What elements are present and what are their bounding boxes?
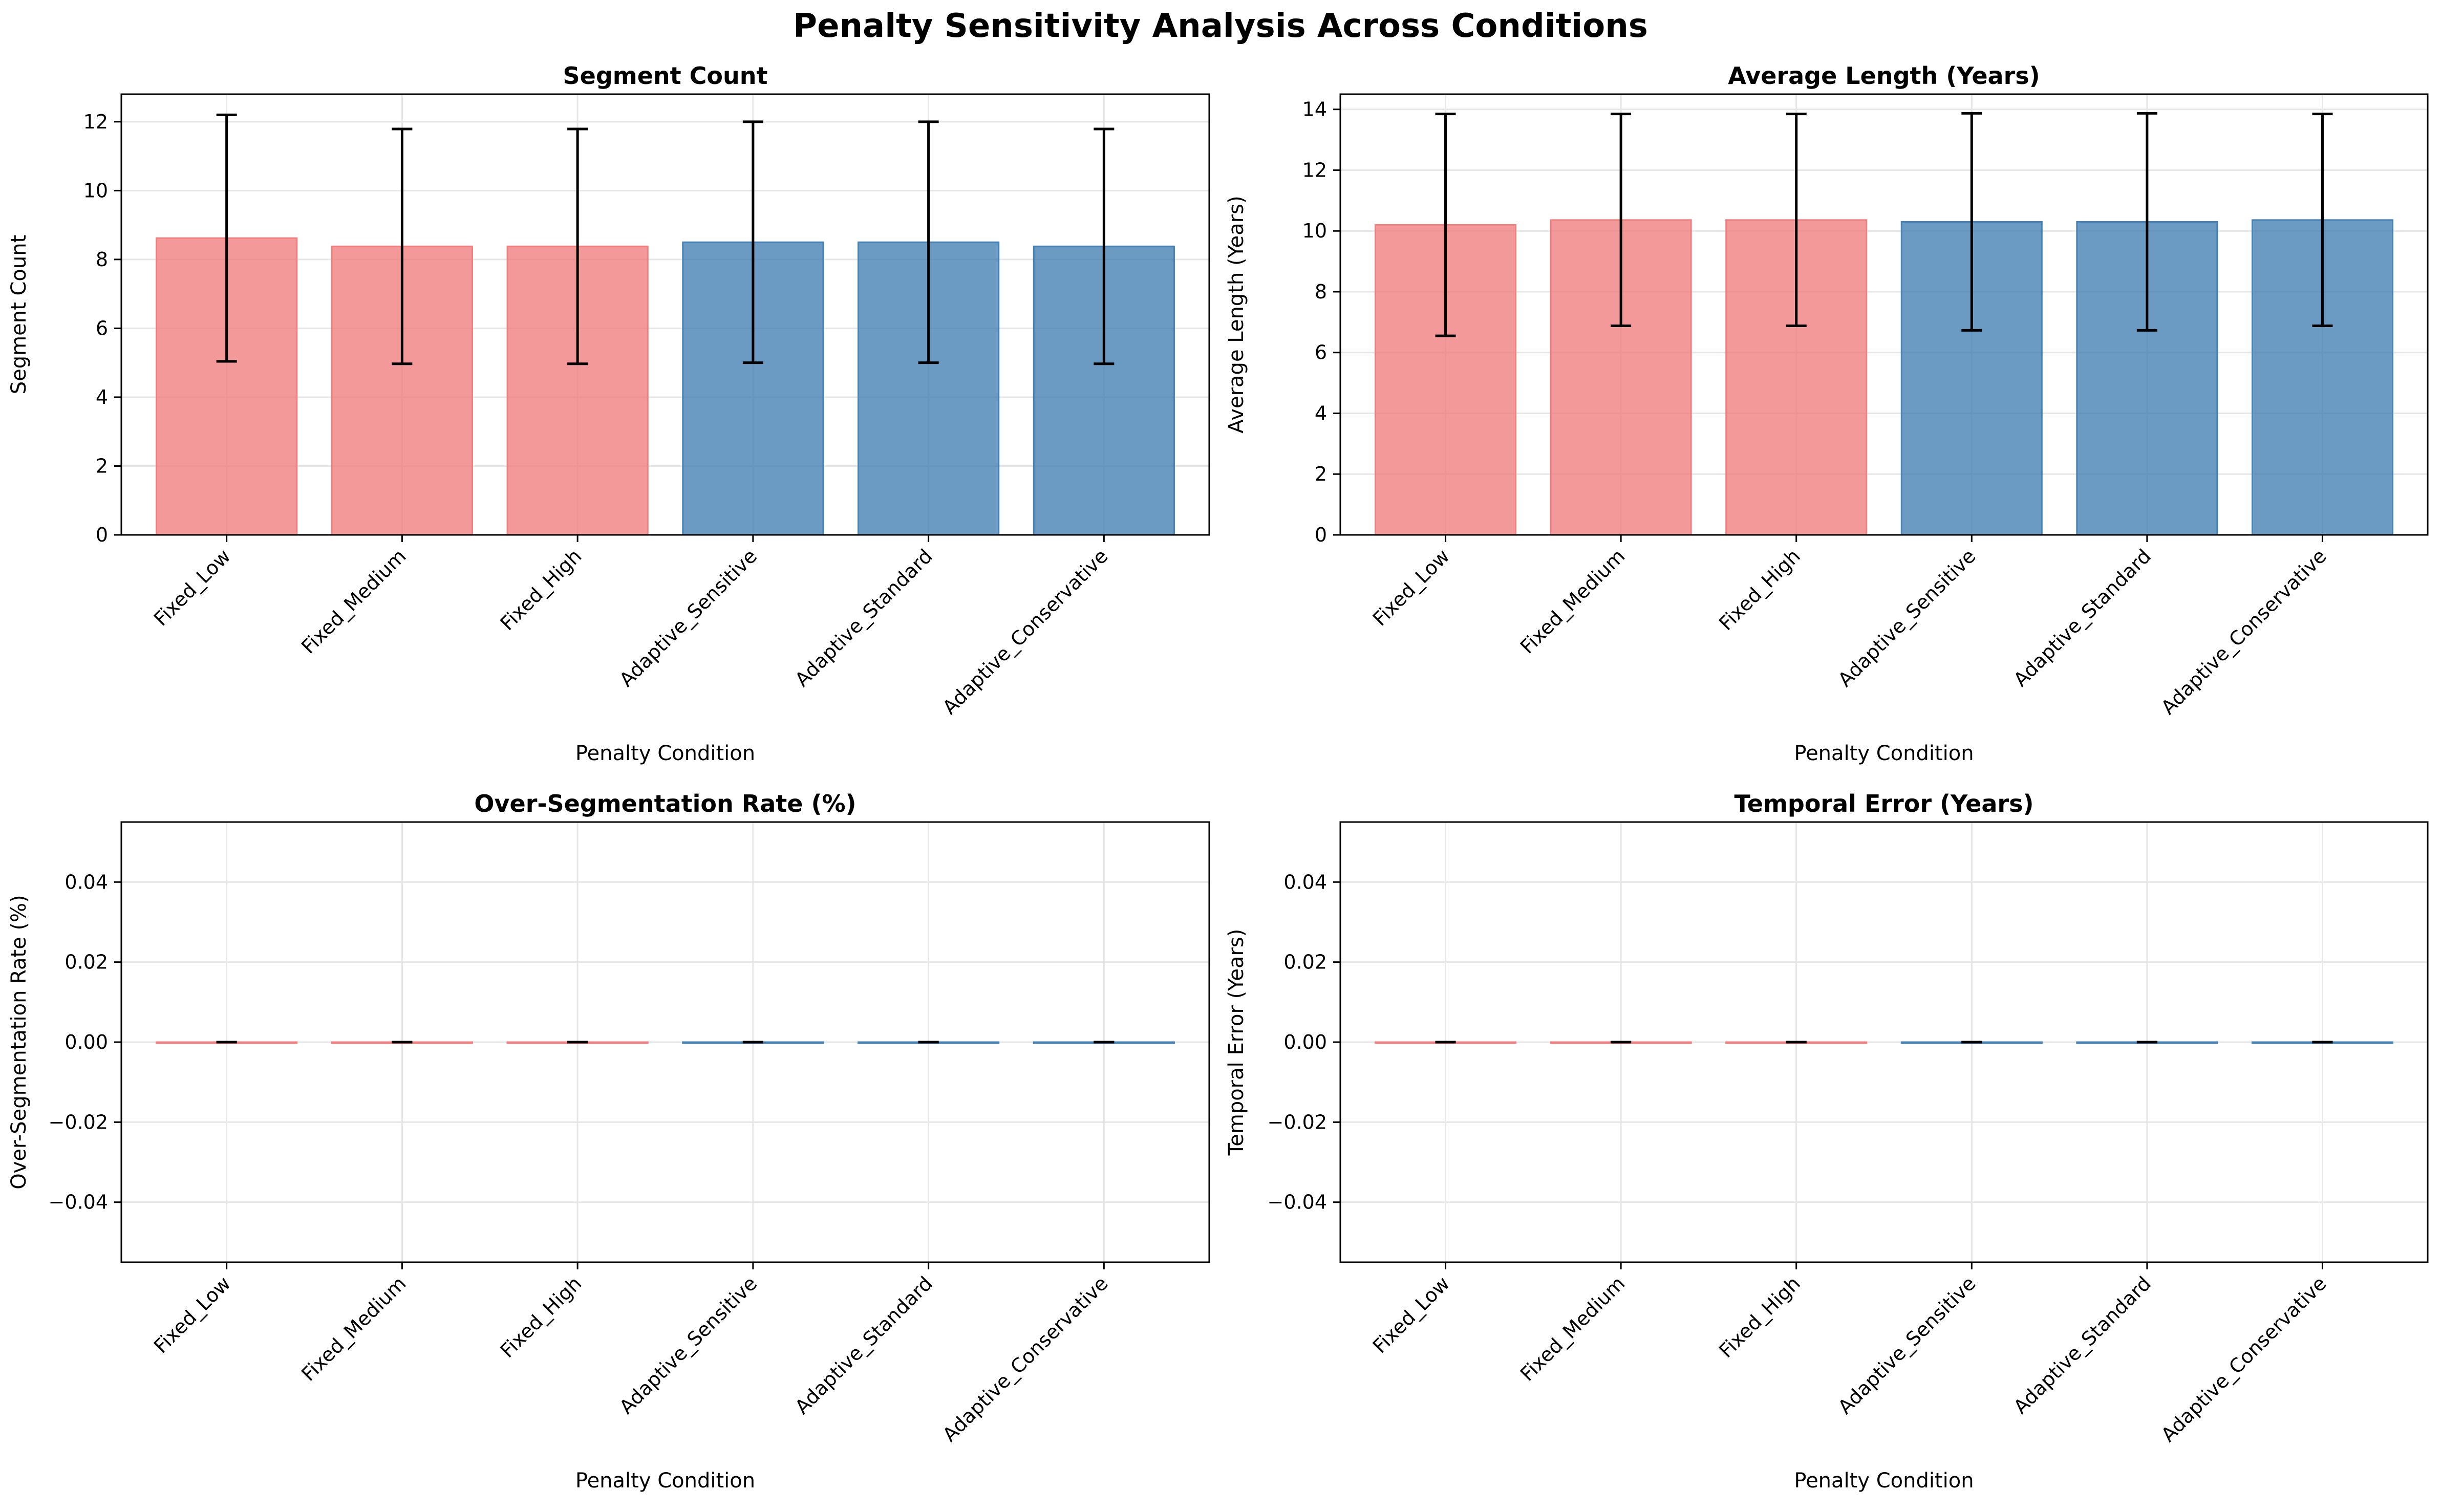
y-axis-label: Over-Segmentation Rate (%)	[7, 895, 31, 1190]
x-tick-label: Fixed_Medium	[1516, 1272, 1630, 1386]
y-axis-label: Temporal Error (Years)	[1225, 929, 1248, 1156]
x-tick-label: Fixed_High	[1715, 545, 1805, 635]
panel-title: Segment Count	[563, 62, 768, 90]
x-axis-label: Penalty Condition	[575, 742, 755, 765]
x-axis-label: Penalty Condition	[575, 1469, 755, 1493]
y-tick-label: 0	[1315, 524, 1327, 546]
y-tick-label: 8	[96, 248, 108, 271]
y-tick-label: 4	[96, 386, 108, 408]
y-tick-label: 10	[83, 179, 108, 202]
y-tick-label: −0.02	[1268, 1111, 1327, 1133]
y-tick-label: 0.00	[65, 1031, 108, 1053]
x-tick-label: Adaptive_Standard	[790, 1272, 937, 1418]
chart-panel: 0 2 4 6 8 10 12 Fixed_Low Fixed_Medium Fixed_High…	[7, 62, 1210, 765]
x-tick-label: Fixed_High	[1715, 1272, 1805, 1362]
x-tick-label: Fixed_High	[496, 1272, 586, 1362]
y-tick-label: 4	[1315, 402, 1327, 424]
x-axis-label: Penalty Condition	[1794, 1469, 1974, 1493]
y-tick-label: 0.04	[65, 871, 108, 893]
y-tick-label: 0.04	[1283, 871, 1327, 893]
chart-panel: 0 2 4 6 8 10 12 14 Fixed_Low Fixed_Medium Fixed_Hi…	[1225, 62, 2429, 765]
chart-panel: −0.04 −0.02 0.00 0.02 0.04 Fixed_Low Fixed_Med…	[7, 790, 1210, 1493]
y-tick-label: −0.04	[49, 1191, 108, 1214]
chart-panel: −0.04 −0.02 0.00 0.02 0.04 Fixed_Low Fixed_Med…	[1225, 790, 2429, 1493]
y-axis-label: Average Length (Years)	[1225, 196, 1248, 433]
panel-title: Average Length (Years)	[1728, 62, 2040, 90]
x-tick-label: Fixed_Low	[149, 1272, 235, 1357]
y-tick-label: 0.02	[65, 951, 108, 974]
x-tick-label: Fixed_Medium	[297, 1272, 411, 1386]
x-tick-label: Fixed_Low	[1368, 1272, 1454, 1357]
x-axis-label: Penalty Condition	[1794, 742, 1974, 765]
x-tick-label: Adaptive_Sensitive	[1834, 545, 1980, 691]
x-tick-label: Adaptive_Sensitive	[615, 545, 761, 691]
x-tick-label: Adaptive_Standard	[2009, 1272, 2156, 1418]
y-tick-label: 6	[96, 317, 108, 339]
figure-title: Penalty Sensitivity Analysis Across Cond…	[793, 7, 1648, 45]
x-tick-label: Fixed_High	[496, 545, 586, 635]
x-tick-label: Fixed_Medium	[297, 545, 411, 658]
x-tick-label: Adaptive_Conservative	[938, 1272, 1112, 1446]
y-tick-label: 0	[96, 524, 108, 546]
x-tick-label: Fixed_Low	[149, 545, 235, 630]
y-tick-label: 8	[1315, 280, 1327, 303]
x-tick-label: Adaptive_Conservative	[938, 545, 1112, 719]
x-tick-label: Fixed_Medium	[1516, 545, 1630, 658]
x-tick-label: Fixed_Low	[1368, 545, 1454, 630]
panel-title: Temporal Error (Years)	[1735, 790, 2034, 817]
panel-title: Over-Segmentation Rate (%)	[474, 790, 856, 817]
x-tick-label: Adaptive_Standard	[2009, 545, 2156, 691]
axes-frame	[1339, 93, 2429, 536]
y-tick-label: 12	[83, 111, 108, 133]
y-tick-label: −0.04	[1268, 1191, 1327, 1214]
axes-frame	[120, 93, 1210, 536]
y-axis-label: Segment Count	[7, 235, 31, 395]
y-tick-label: 2	[1315, 463, 1327, 485]
y-tick-label: 12	[1302, 159, 1327, 181]
y-tick-label: −0.02	[49, 1111, 108, 1133]
y-tick-label: 6	[1315, 341, 1327, 364]
y-tick-label: 10	[1302, 220, 1327, 242]
x-tick-label: Adaptive_Conservative	[2157, 545, 2331, 719]
x-tick-label: Adaptive_Sensitive	[1834, 1272, 1980, 1418]
y-tick-label: 14	[1302, 98, 1327, 121]
x-tick-label: Adaptive_Standard	[790, 545, 937, 691]
y-tick-label: 2	[96, 455, 108, 477]
y-tick-label: 0.02	[1283, 951, 1327, 974]
y-tick-label: 0.00	[1283, 1031, 1327, 1053]
x-tick-label: Adaptive_Conservative	[2157, 1272, 2331, 1446]
x-tick-label: Adaptive_Sensitive	[615, 1272, 761, 1418]
